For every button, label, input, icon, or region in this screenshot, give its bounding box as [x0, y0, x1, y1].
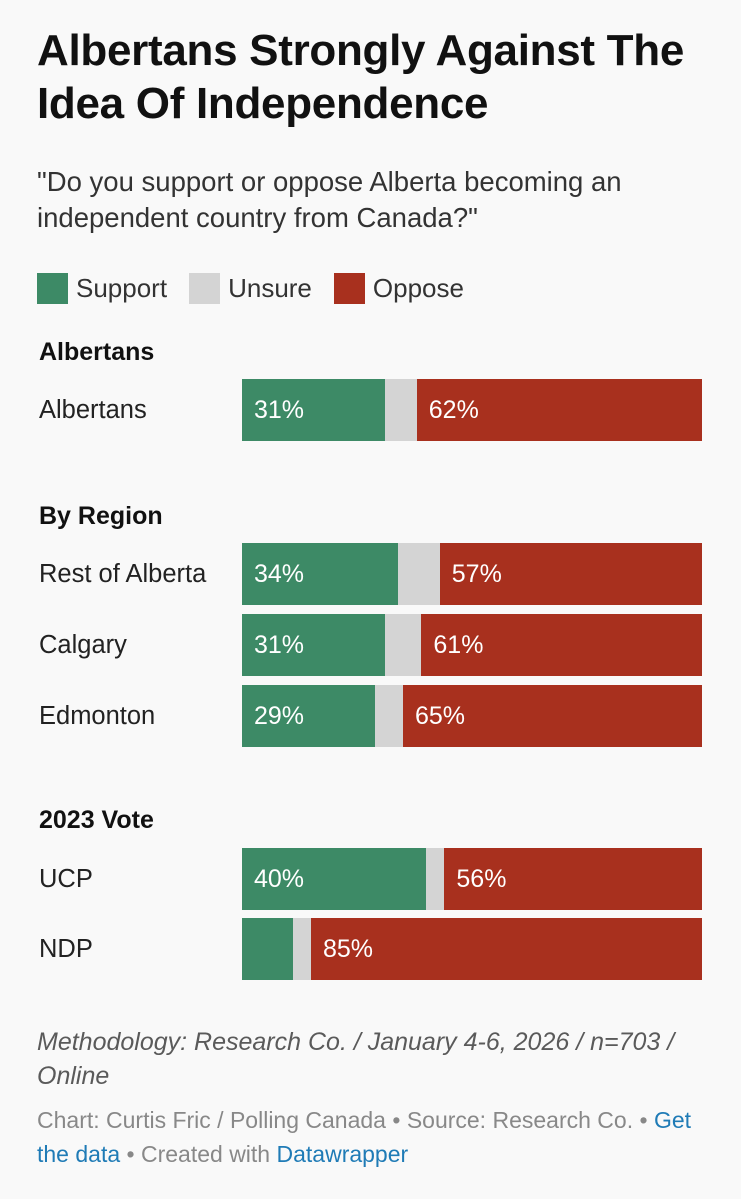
value-label-support: 31% [254, 631, 305, 659]
chart-credit: Chart: Curtis Fric / Polling Canada [37, 1107, 386, 1133]
bar-segment-oppose: 85% [310, 918, 702, 980]
row-label-ucp: UCP [39, 865, 93, 893]
legend-item-support: Support [37, 272, 168, 304]
row-label-rest-of-alberta: Rest of Alberta [39, 560, 207, 588]
footer-separator: • [639, 1107, 648, 1133]
bar-segment-unsure [384, 614, 422, 676]
row-label-calgary: Calgary [39, 631, 127, 659]
bar-segment-unsure [292, 918, 311, 980]
value-label-support: 34% [254, 560, 305, 588]
value-label-oppose: 65% [414, 702, 466, 730]
bar-segment-unsure [375, 685, 403, 747]
bar-segment-support: 40% [242, 848, 426, 910]
footer-separator: • [392, 1107, 401, 1133]
bar-segment-support: 31% [242, 379, 385, 441]
bar-ucp: 40% 56% [242, 848, 702, 910]
value-label-oppose: 85% [322, 935, 374, 963]
methodology-note: Methodology: Research Co. / January 4-6,… [37, 1028, 675, 1090]
row-label-albertans: Albertans [39, 396, 147, 424]
group-heading-2023-vote: 2023 Vote [39, 806, 154, 834]
value-label-support: 40% [254, 865, 305, 893]
bar-segment-oppose: 57% [439, 543, 702, 605]
bar-edmonton: 29% 65% [242, 685, 702, 747]
legend: Support Unsure Oppose [37, 270, 486, 306]
value-label-oppose: 56% [456, 865, 507, 893]
legend-item-unsure: Unsure [189, 272, 312, 304]
chart-title: Albertans Strongly Against The Idea Of I… [37, 26, 685, 128]
bar-segment-oppose: 62% [416, 379, 702, 441]
get-the-data-link[interactable]: Get the data [37, 1107, 692, 1167]
value-label-support: 31% [254, 396, 305, 424]
legend-swatch-support [37, 272, 68, 304]
bar-segment-support: 31% [242, 614, 385, 676]
bar-segment-unsure [426, 848, 445, 910]
value-label-oppose: 62% [428, 396, 479, 424]
row-label-edmonton: Edmonton [39, 702, 156, 730]
row-label-ndp: NDP [39, 935, 93, 963]
footer: Chart: Curtis Fric / Polling Canada • So… [37, 1103, 717, 1171]
bar-segment-unsure [398, 543, 440, 605]
bar-segment-support: 34% [242, 543, 399, 605]
bar-segment-oppose: 65% [402, 685, 702, 747]
value-label-oppose: 61% [433, 631, 484, 659]
value-label-support: 29% [254, 702, 305, 730]
chart-subtitle: "Do you support or oppose Alberta becomi… [37, 166, 622, 233]
bar-segment-support [242, 918, 293, 980]
datawrapper-link[interactable]: Datawrapper [276, 1141, 409, 1167]
bar-rest-of-alberta: 34% 57% [242, 543, 702, 605]
bar-segment-oppose: 56% [444, 848, 702, 910]
legend-swatch-unsure [189, 272, 221, 304]
bar-segment-oppose: 61% [421, 614, 702, 676]
bar-ndp: 85% [242, 918, 702, 980]
footer-separator: • [126, 1141, 135, 1167]
value-label-oppose: 57% [451, 560, 502, 588]
legend-label-unsure: Unsure [228, 272, 312, 303]
bar-segment-support: 29% [242, 685, 376, 747]
legend-swatch-oppose [333, 272, 365, 304]
bar-calgary: 31% 61% [242, 614, 702, 676]
group-heading-albertans: Albertans [39, 338, 155, 366]
bar-segment-unsure [384, 379, 417, 441]
bar-albertans: 31% 62% [242, 379, 702, 441]
legend-label-oppose: Oppose [372, 272, 464, 303]
source-credit: Source: Research Co. [406, 1107, 634, 1133]
created-with-text: Created with [140, 1141, 271, 1167]
legend-item-oppose: Oppose [333, 272, 464, 304]
group-heading-by-region: By Region [39, 502, 163, 530]
legend-label-support: Support [76, 272, 168, 303]
